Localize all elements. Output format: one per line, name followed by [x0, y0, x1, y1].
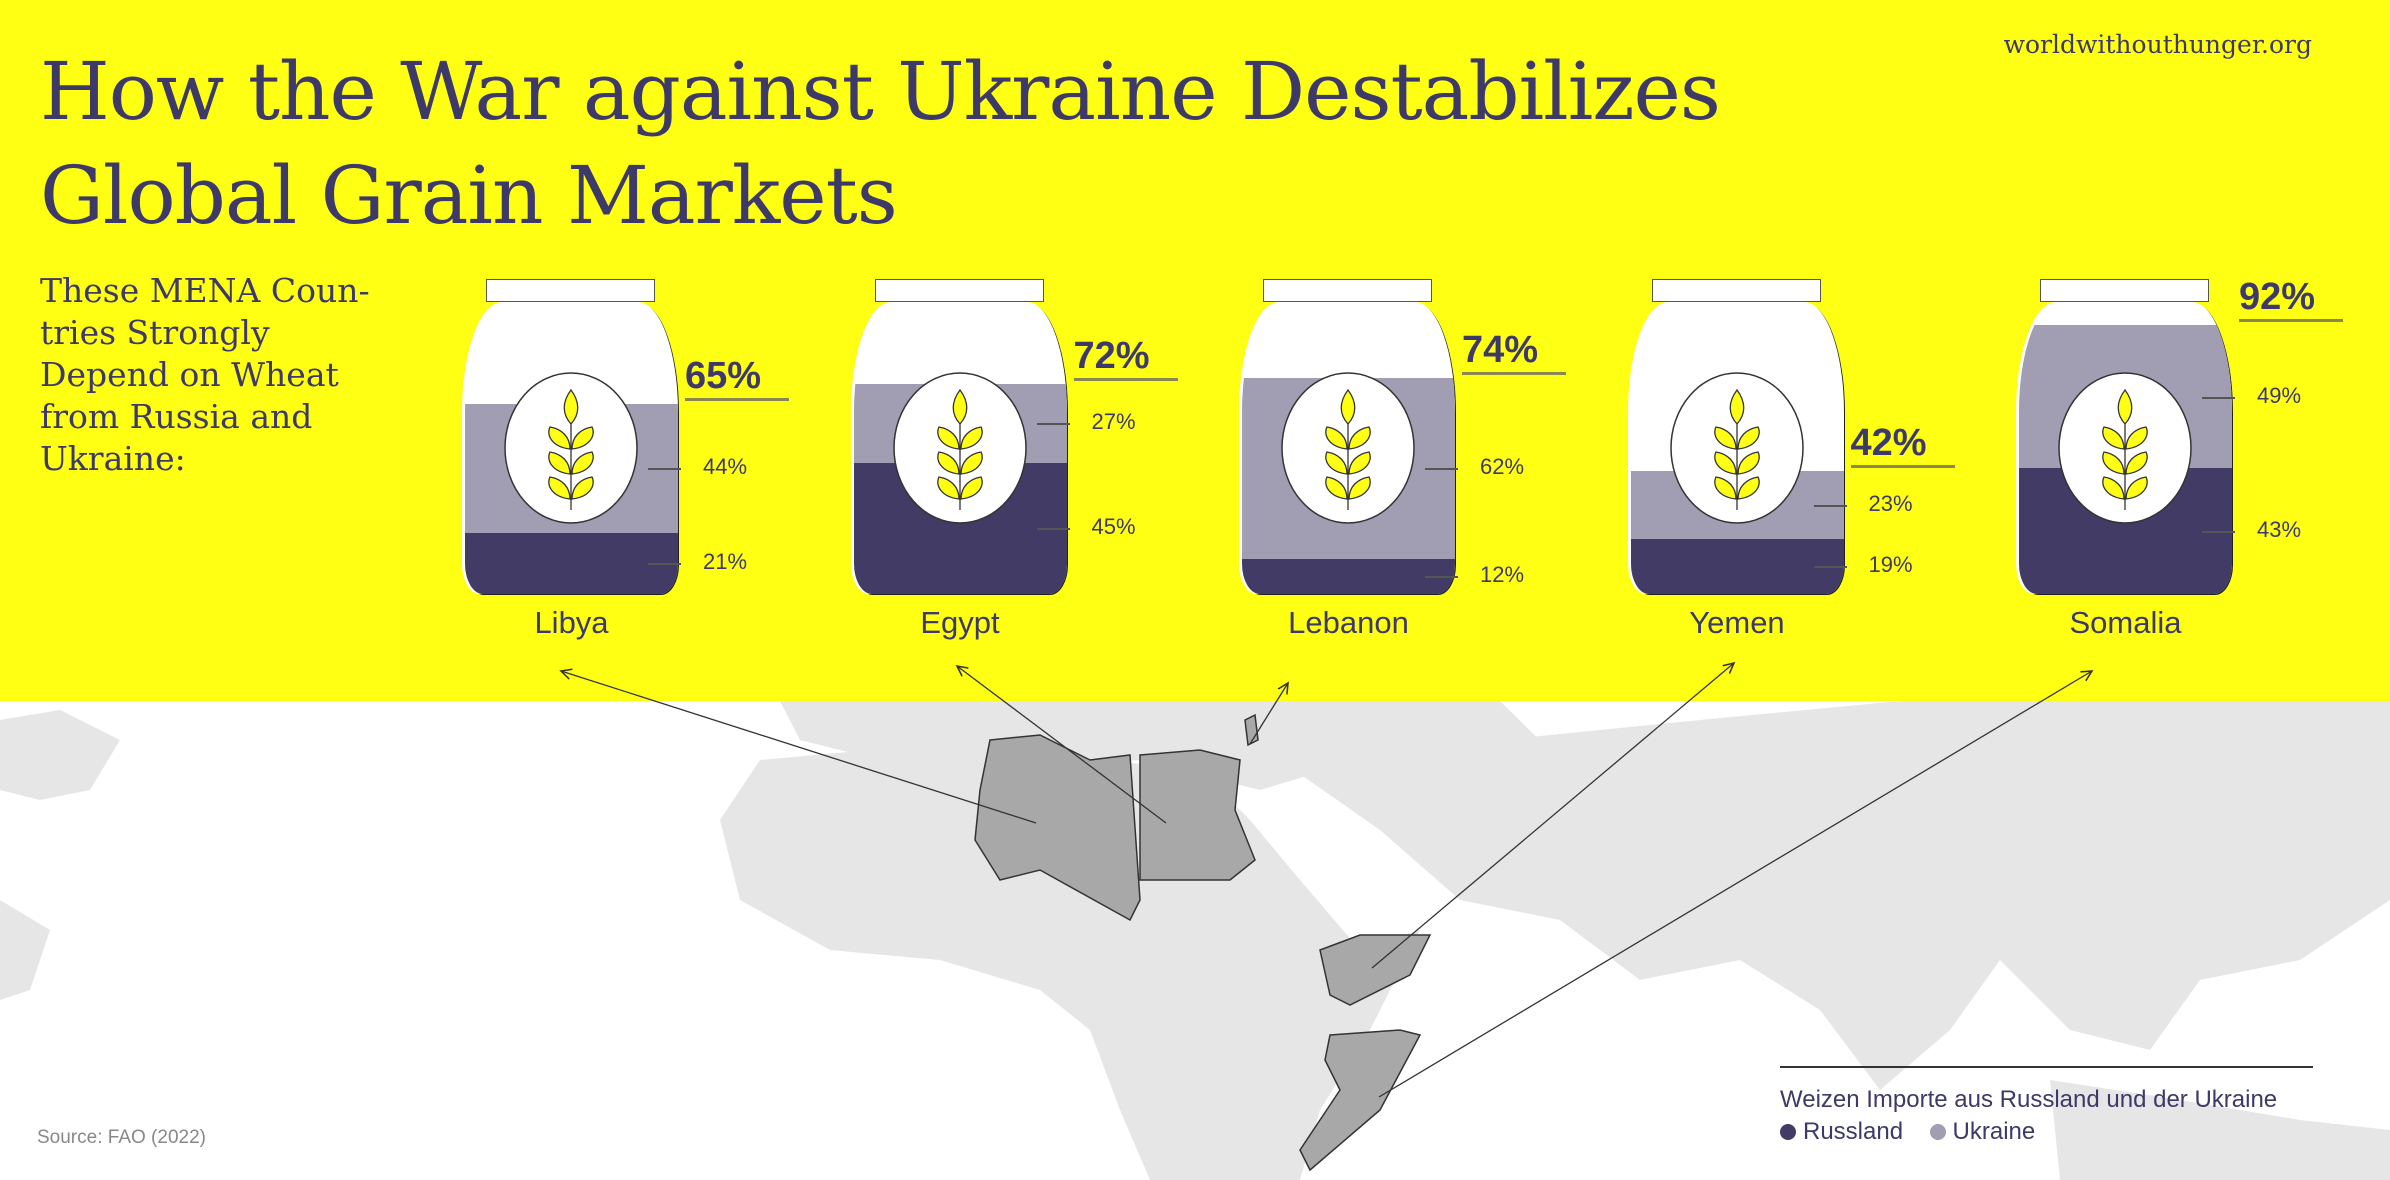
- russia-dot-icon: [1780, 1124, 1796, 1140]
- map-indonesia: [2050, 1080, 2390, 1180]
- country-label-libya: Libya: [534, 605, 609, 640]
- map-lebanon: [1244, 713, 1259, 747]
- total-label-libya: 65%: [685, 356, 789, 402]
- russia-label-somalia: 43%: [2257, 517, 2302, 543]
- legend-title: Weizen Importe aus Russland und der Ukra…: [1780, 1086, 2278, 1113]
- ukraine-label-egypt: 27%: [1091, 409, 1136, 435]
- russia-label-yemen: 19%: [1868, 552, 1913, 578]
- tick-ukraine: [648, 468, 681, 471]
- total-label-lebanon: 74%: [1462, 330, 1566, 375]
- jar-body: [1630, 302, 1844, 594]
- tick-russia: [2202, 531, 2235, 534]
- tick-ukraine: [1813, 504, 1847, 507]
- total-label-egypt: 72%: [1073, 336, 1178, 381]
- source-note: Source: FAO (2022): [37, 1127, 206, 1148]
- tick-ukraine: [1425, 468, 1458, 471]
- ukraine-label-libya: 44%: [703, 454, 748, 480]
- map-asia: [1280, 701, 2390, 1090]
- country-label-yemen: Yemen: [1689, 605, 1785, 640]
- russia-label-libya: 21%: [703, 549, 748, 575]
- legend-label-russia: Russland: [1803, 1118, 1904, 1145]
- legend: Weizen Importe aus Russland und der Ukra…: [1780, 1066, 2313, 1146]
- total-label-somalia: 92%: [2239, 277, 2343, 323]
- country-label-somalia: Somalia: [2069, 605, 2182, 640]
- jar-body: [2019, 302, 2232, 594]
- subtitle: These MENA Coun­tries Strongly Depend on…: [40, 271, 370, 478]
- jar-egypt: [853, 279, 1067, 594]
- tick-ukraine: [2202, 396, 2235, 399]
- tick-russia: [1813, 566, 1847, 569]
- jar-lid: [486, 279, 655, 302]
- jar-body: [465, 302, 678, 594]
- map-egypt: [1139, 749, 1256, 881]
- jar-somalia: [2019, 279, 2232, 594]
- jar-lid: [1651, 279, 1821, 302]
- wheat-icon: [2058, 372, 2192, 524]
- jar-body: [853, 302, 1067, 594]
- ukraine-label-somalia: 49%: [2257, 382, 2302, 408]
- bar-segment-russia: [1630, 538, 1844, 594]
- tick-ukraine: [1036, 423, 1070, 426]
- country-label-egypt: Egypt: [920, 605, 1000, 640]
- russia-label-lebanon: 12%: [1480, 562, 1525, 588]
- ukraine-label-yemen: 23%: [1868, 490, 1913, 516]
- jar-lebanon: [1242, 279, 1455, 594]
- wheat-icon: [1669, 372, 1804, 524]
- legend-item-ukraine: Ukraine: [1929, 1118, 2036, 1146]
- legend-item-russia: Russland: [1780, 1118, 1903, 1146]
- jar-yemen: [1630, 279, 1844, 594]
- header-banner: [0, 0, 2390, 701]
- russia-label-egypt: 45%: [1091, 514, 1136, 540]
- country-label-lebanon: Lebanon: [1288, 605, 1409, 640]
- tick-russia: [1425, 576, 1458, 579]
- jar-libya: [465, 279, 678, 594]
- jar-lid: [2040, 279, 2209, 302]
- tick-russia: [648, 563, 681, 566]
- title-line-2: Global Grain Markets: [40, 149, 898, 242]
- wheat-icon: [1281, 372, 1415, 524]
- tick-russia: [1036, 528, 1070, 531]
- total-label-yemen: 42%: [1850, 423, 1955, 469]
- legend-label-ukraine: Ukraine: [1952, 1118, 2036, 1145]
- bar-segment-russia: [465, 532, 678, 594]
- ukraine-dot-icon: [1929, 1124, 1946, 1140]
- website-link[interactable]: worldwithouthunger.org: [2003, 30, 2312, 59]
- page-title: How the War against Ukraine Destabilizes…: [40, 40, 1721, 248]
- title-line-1: How the War against Ukraine Destabilizes: [40, 45, 1721, 138]
- jar-lid: [874, 279, 1044, 302]
- bar-segment-russia: [1242, 558, 1455, 594]
- map-americas: [0, 710, 120, 1000]
- wheat-icon: [504, 372, 638, 524]
- wheat-icon: [892, 372, 1027, 524]
- jar-body: [1242, 302, 1455, 594]
- jar-lid: [1263, 279, 1432, 302]
- ukraine-label-lebanon: 62%: [1480, 454, 1525, 480]
